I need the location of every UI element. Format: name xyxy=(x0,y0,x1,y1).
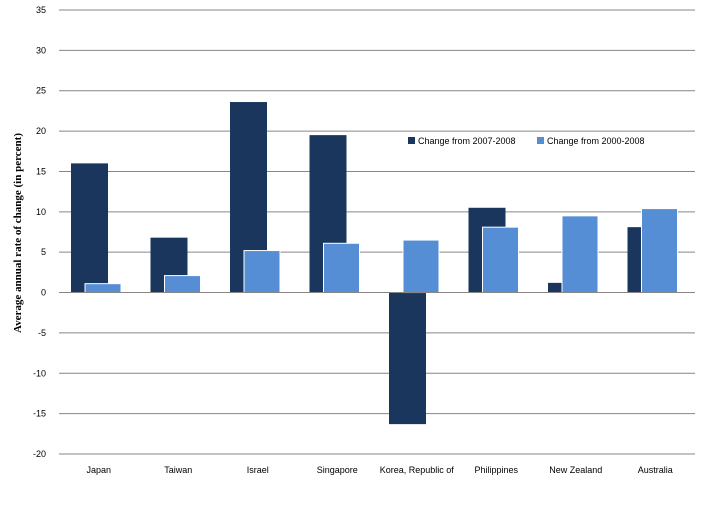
y-tick-label: -15 xyxy=(33,409,46,419)
y-axis-label: Average annual rate of change (in percen… xyxy=(12,133,24,333)
y-tick-label: 35 xyxy=(36,5,46,15)
bar-2000-2008-5 xyxy=(482,226,519,294)
bar-2007-2008-4 xyxy=(389,292,426,425)
y-tick-label: 25 xyxy=(36,86,46,96)
y-tick-label: -10 xyxy=(33,368,46,378)
x-tick-label: Japan xyxy=(86,465,111,475)
legend-swatch xyxy=(537,137,544,144)
bar-2000-2008-2 xyxy=(243,250,281,294)
bar-2000-2008-3 xyxy=(323,242,360,294)
bar-2007-2008-0 xyxy=(71,163,108,293)
bar-2000-2008-7 xyxy=(641,208,678,294)
x-tick-label: Philippines xyxy=(474,465,518,475)
y-tick-label: 0 xyxy=(41,288,46,298)
bar-2000-2008-0 xyxy=(84,283,122,294)
gridlines xyxy=(59,9,695,455)
legend-label: Change from 2007-2008 xyxy=(418,136,516,146)
y-tick-label: 15 xyxy=(36,166,46,176)
y-tick-label: 20 xyxy=(36,126,46,136)
x-tick-label: Australia xyxy=(638,465,673,475)
y-tick-label: -20 xyxy=(33,449,46,459)
x-tick-label: Singapore xyxy=(317,465,358,475)
legend-swatch xyxy=(408,137,415,144)
x-tick-label: New Zealand xyxy=(549,465,602,475)
legend: Change from 2007-2008 Change from 2000-20… xyxy=(408,136,645,146)
x-tick-label: Israel xyxy=(247,465,269,475)
bar-2000-2008-6 xyxy=(561,215,599,294)
x-tick-label: Korea, Republic of xyxy=(380,465,455,475)
y-tick-label: 5 xyxy=(41,247,46,257)
y-tick-label: 10 xyxy=(36,207,46,217)
legend-label: Change from 2000-2008 xyxy=(547,136,645,146)
y-tick-labels: 35 30 25 20 15 10 5 0 -5 -10 -15 -20 xyxy=(33,5,46,459)
bar-2000-2008-4 xyxy=(402,239,440,294)
x-tick-labels: Japan Taiwan Israel Singapore Korea, Republi… xyxy=(86,465,672,475)
y-tick-label: -5 xyxy=(38,328,46,338)
bar-2000-2008-1 xyxy=(164,275,201,294)
y-tick-label: 30 xyxy=(36,45,46,55)
bars xyxy=(59,102,695,425)
x-tick-label: Taiwan xyxy=(164,465,192,475)
